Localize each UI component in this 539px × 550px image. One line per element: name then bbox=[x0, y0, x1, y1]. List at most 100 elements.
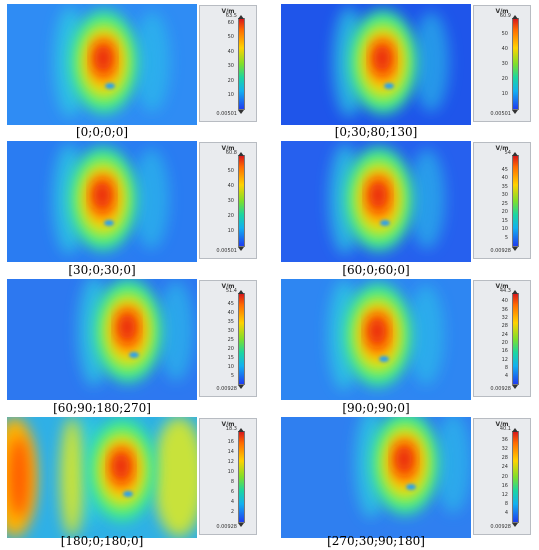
panel-caption: [60;0;60;0] bbox=[342, 263, 410, 277]
legend-tick-label: 15 bbox=[227, 354, 234, 361]
legend-tick-label: 12 bbox=[501, 491, 508, 498]
field-panel-1: V/m 63.5 60 50 40 30 20 10 0.00501 bbox=[3, 4, 261, 125]
color-scale-bar bbox=[238, 18, 245, 110]
color-legend: V/m 51.4 45 40 35 30 25 20 15 10 5 0.00928 bbox=[199, 280, 257, 397]
min-marker-icon bbox=[512, 110, 518, 114]
legend-unit: V/m bbox=[221, 145, 235, 152]
legend-tick-label: 40 bbox=[227, 182, 234, 189]
legend-tick-label: 25 bbox=[501, 200, 508, 207]
max-marker-icon bbox=[238, 290, 244, 294]
legend-tick-label: 40 bbox=[501, 175, 508, 182]
field-heatmap bbox=[281, 4, 471, 125]
legend-tick-label: 40 bbox=[501, 298, 508, 305]
legend-tick-label: 50 bbox=[227, 167, 234, 174]
min-marker-icon bbox=[238, 523, 244, 527]
field-panel-3: V/m 60.8 50 40 30 20 10 0.00501 bbox=[3, 141, 261, 262]
legend-tick-label: 50 bbox=[501, 30, 508, 37]
panel-caption: [60;90;180;270] bbox=[53, 401, 151, 415]
color-scale-bar bbox=[238, 293, 245, 385]
legend-tick-label: 28 bbox=[501, 323, 508, 330]
legend-tick-label: 20 bbox=[501, 209, 508, 216]
color-legend: V/m 40.1 36 32 28 24 20 16 12 8 4 0.00928 bbox=[473, 418, 531, 535]
color-legend: V/m 44.3 40 36 32 28 24 20 16 12 8 4 0.00928 bbox=[473, 280, 531, 397]
field-heatmap bbox=[7, 417, 197, 538]
field-heatmap bbox=[281, 279, 471, 400]
legend-tick-label: 10 bbox=[227, 92, 234, 98]
field-heatmap bbox=[281, 141, 471, 262]
legend-tick-label: 15 bbox=[501, 217, 508, 224]
legend-tick-label: 36 bbox=[501, 436, 508, 443]
legend-tick-label: 8 bbox=[230, 479, 234, 486]
legend-unit: V/m bbox=[221, 8, 235, 15]
legend-tick-label: 16 bbox=[227, 439, 234, 446]
panel-caption: [180;0;180;0] bbox=[60, 534, 144, 548]
max-marker-icon bbox=[238, 152, 244, 156]
legend-tick-label: 40 bbox=[227, 309, 234, 316]
field-heatmap bbox=[7, 141, 197, 262]
legend-min-label: 0.00928 bbox=[216, 524, 237, 530]
panel-caption: [90;0;90;0] bbox=[342, 401, 410, 415]
legend-tick-label: 20 bbox=[227, 345, 234, 352]
color-scale-bar bbox=[238, 431, 245, 523]
field-heatmap bbox=[7, 4, 197, 125]
panel-caption: [0;0;0;0] bbox=[75, 125, 129, 139]
legend-tick-label: 12 bbox=[501, 356, 508, 363]
color-scale-bar bbox=[512, 293, 519, 385]
legend-tick-label: 16 bbox=[501, 348, 508, 355]
legend-unit: V/m bbox=[221, 421, 235, 428]
legend-unit: V/m bbox=[495, 145, 509, 152]
legend-tick-label: 30 bbox=[501, 192, 508, 199]
legend-tick-label: 24 bbox=[501, 464, 508, 471]
field-panel-5: V/m 51.4 45 40 35 30 25 20 15 10 5 0.00928 bbox=[3, 279, 261, 400]
legend-tick-label: 4 bbox=[230, 499, 234, 506]
legend-tick-label: 10 bbox=[227, 469, 234, 476]
min-marker-icon bbox=[238, 385, 244, 389]
panel-caption: [270;30;90;180] bbox=[327, 534, 425, 548]
color-legend: V/m 54 45 40 35 30 25 20 15 10 5 0.00928 bbox=[473, 142, 531, 259]
min-marker-icon bbox=[238, 247, 244, 251]
legend-unit: V/m bbox=[495, 421, 509, 428]
legend-tick-label: 8 bbox=[504, 364, 508, 371]
legend-tick-label: 20 bbox=[501, 473, 508, 480]
color-legend: V/m 18.3 16 14 12 10 8 6 4 2 0.00928 bbox=[199, 418, 257, 535]
legend-tick-label: 40 bbox=[501, 46, 508, 53]
legend-max-label: 60.8 bbox=[225, 150, 237, 156]
legend-tick-label: 30 bbox=[227, 63, 234, 70]
legend-tick-label: 30 bbox=[227, 327, 234, 334]
max-marker-icon bbox=[512, 152, 518, 156]
max-marker-icon bbox=[238, 15, 244, 19]
legend-unit: V/m bbox=[495, 8, 509, 15]
legend-tick-label: 45 bbox=[501, 166, 508, 173]
min-marker-icon bbox=[512, 247, 518, 251]
field-panel-7: V/m 18.3 16 14 12 10 8 6 4 2 0.00928 bbox=[3, 417, 261, 538]
field-heatmap bbox=[281, 417, 471, 538]
legend-max-label: 54 bbox=[504, 150, 511, 156]
legend-tick-label: 28 bbox=[501, 455, 508, 462]
legend-tick-label: 10 bbox=[501, 91, 508, 98]
color-scale-bar bbox=[512, 431, 519, 523]
color-legend: V/m 63.5 60 50 40 30 20 10 0.00501 bbox=[199, 5, 257, 122]
legend-tick-label: 10 bbox=[227, 228, 234, 235]
legend-max-label: 40.1 bbox=[499, 426, 511, 432]
legend-min-label: 0.00928 bbox=[216, 386, 237, 392]
legend-tick-label: 30 bbox=[501, 61, 508, 68]
color-scale-bar bbox=[512, 18, 519, 110]
legend-tick-label: 20 bbox=[501, 76, 508, 83]
legend-tick-label: 10 bbox=[227, 363, 234, 370]
legend-tick-label: 16 bbox=[501, 482, 508, 489]
legend-tick-label: 30 bbox=[227, 198, 234, 205]
legend-max-label: 51.4 bbox=[225, 288, 237, 294]
legend-min-label: 0.00928 bbox=[490, 524, 511, 530]
field-panel-2: V/m 60.9 50 40 30 20 10 0.00501 bbox=[277, 4, 535, 125]
min-marker-icon bbox=[512, 385, 518, 389]
panel-caption: [0;30;80;130] bbox=[334, 125, 418, 139]
legend-tick-label: 5 bbox=[504, 234, 508, 241]
min-marker-icon bbox=[512, 523, 518, 527]
field-panel-8: V/m 40.1 36 32 28 24 20 16 12 8 4 0.00928 bbox=[277, 417, 535, 538]
legend-tick-label: 14 bbox=[227, 449, 234, 456]
legend-min-label: 0.00501 bbox=[490, 111, 511, 117]
max-marker-icon bbox=[512, 290, 518, 294]
legend-min-label: 0.00501 bbox=[216, 248, 237, 254]
legend-tick-label: 35 bbox=[501, 183, 508, 190]
legend-unit: V/m bbox=[495, 283, 509, 290]
